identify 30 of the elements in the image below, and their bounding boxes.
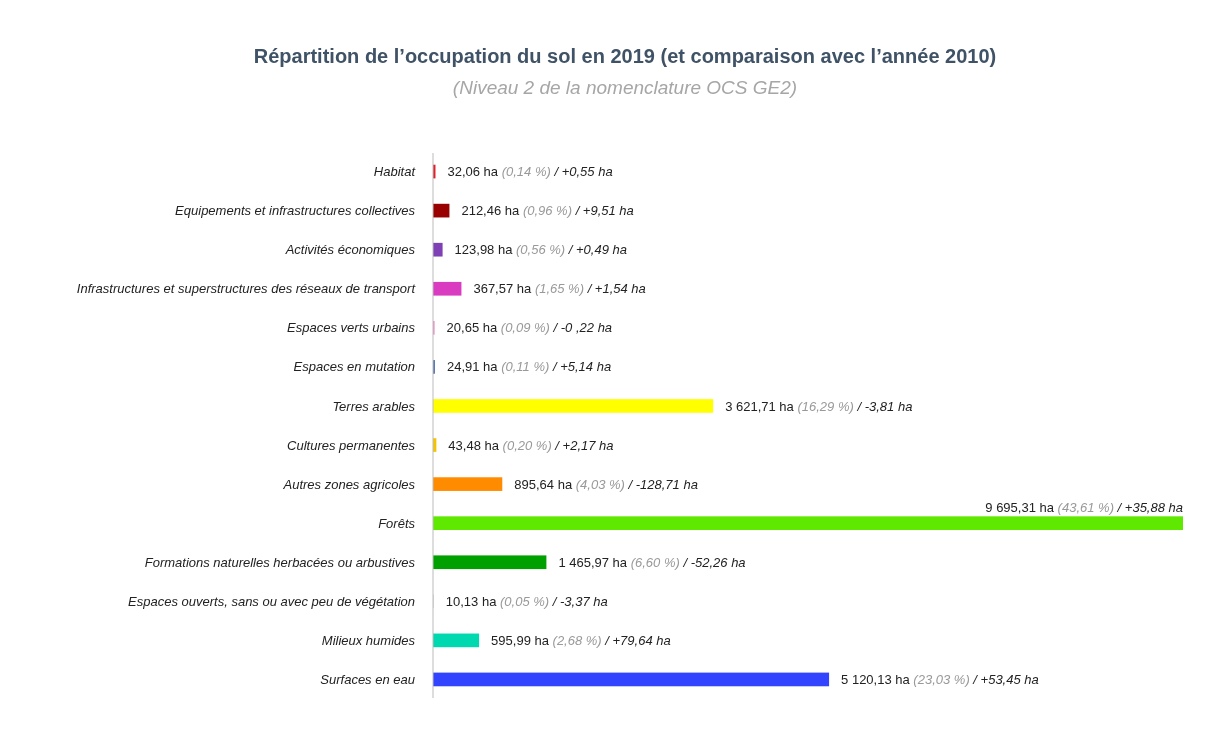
y-tick-label: Cultures permanentes bbox=[287, 437, 416, 453]
data-label: 24,91 ha (0,11 %) / +5,14 ha bbox=[446, 359, 612, 375]
y-tick-label: Habitat bbox=[373, 164, 417, 180]
chart-subtitle: (Niveau 2 de la nomenclature OCS GE2) bbox=[452, 77, 798, 98]
y-tick-label: Autres zones agricoles bbox=[282, 476, 416, 492]
data-label: 895,64 ha (4,03 %) / -128,71 ha bbox=[514, 476, 698, 492]
y-tick-label: Espaces verts urbains bbox=[287, 320, 416, 336]
y-tick-label: Milieux humides bbox=[321, 632, 416, 648]
data-label: 5 120,13 ha (23,03 %) / +53,45 ha bbox=[841, 671, 1039, 687]
y-tick-label: Forêts bbox=[378, 515, 416, 531]
chart-title: Répartition de l’occupation du sol en 2019 (et comparaison avec l’année 2010) bbox=[253, 45, 997, 67]
y-tick-label: Surfaces en eau bbox=[320, 671, 415, 687]
data-label: 10,13 ha (0,05 %) / -3,37 ha bbox=[445, 593, 608, 609]
data-label: 20,65 ha (0,09 %) / -0 ,22 ha bbox=[446, 320, 613, 336]
y-tick-label: Activités économiques bbox=[284, 242, 416, 258]
y-tick-label: Terres arables bbox=[332, 398, 416, 414]
y-tick-label: Formations naturelles herbacées ou arbustives bbox=[144, 554, 416, 570]
y-tick-label: Espaces en mutation bbox=[293, 359, 415, 375]
y-tick-label: Equipements et infrastructures collectives bbox=[175, 203, 416, 219]
data-label: 367,57 ha (1,65 %) / +1,54 ha bbox=[473, 281, 646, 297]
data-label: 9 695,31 ha (43,61 %) / +35,88 ha bbox=[985, 499, 1183, 515]
data-label: 123,98 ha (0,56 %) / +0,49 ha bbox=[454, 242, 627, 258]
data-label: 43,48 ha (0,20 %) / +2,17 ha bbox=[448, 437, 614, 453]
data-label: 32,06 ha (0,14 %) / +0,55 ha bbox=[447, 164, 613, 180]
data-label: 212,46 ha (0,96 %) / +9,51 ha bbox=[461, 203, 634, 219]
y-tick-label: Infrastructures et superstructures des réseaux de transport bbox=[76, 281, 417, 297]
data-label: 595,99 ha (2,68 %) / +79,64 ha bbox=[491, 632, 671, 648]
data-label: 1 465,97 ha (6,60 %) / -52,26 ha bbox=[558, 554, 746, 570]
y-tick-label: Espaces ouverts, sans ou avec peu de végétation bbox=[128, 593, 415, 609]
data-label: 3 621,71 ha (16,29 %) / -3,81 ha bbox=[725, 398, 913, 414]
